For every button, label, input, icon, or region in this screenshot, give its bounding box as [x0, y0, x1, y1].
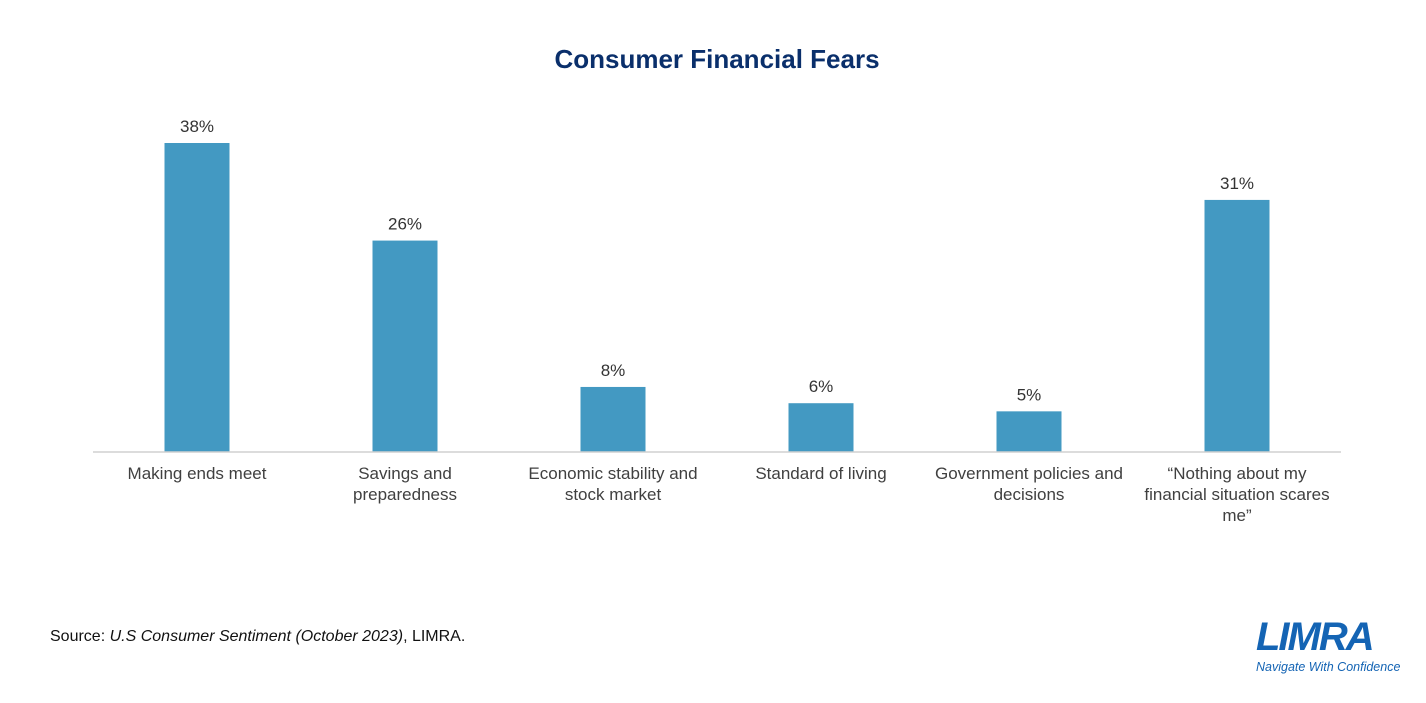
bar-1: [372, 240, 438, 452]
category-label-3: Standard of living: [755, 464, 886, 483]
category-label-0: Making ends meet: [128, 464, 267, 483]
bar-value-label-5: 31%: [1220, 174, 1254, 193]
category-label-2: Economic stability and stock market: [528, 464, 697, 504]
bar-value-label-1: 26%: [388, 215, 422, 234]
bars-group: [164, 143, 1270, 452]
category-label-5: “Nothing about my financial situation sca…: [1144, 464, 1329, 525]
bar-value-label-2: 8%: [601, 361, 626, 380]
category-label-4: Government policies and decisions: [935, 464, 1123, 504]
logo-wordmark: LIMRA: [1256, 615, 1375, 659]
source-suffix: , LIMRA.: [403, 628, 466, 645]
category-label-1: Savings and preparedness: [353, 464, 457, 504]
bar-2: [580, 386, 646, 452]
source-title: U.S Consumer Sentiment (October 2023): [109, 628, 404, 645]
bar-3: [788, 403, 854, 452]
source-prefix: Source:: [50, 628, 110, 645]
bar-value-label-0: 38%: [180, 117, 214, 136]
bar-0: [164, 143, 230, 452]
bar-4: [996, 411, 1062, 452]
limra-logo: LIMRA Navigate With Confidence: [1254, 615, 1401, 679]
source-note: Source: U.S Consumer Sentiment (October …: [50, 628, 465, 646]
chart-title: Consumer Financial Fears: [554, 44, 880, 74]
bar-5: [1204, 199, 1270, 452]
bar-value-label-4: 5%: [1017, 385, 1042, 404]
category-labels-group: Making ends meet Savings and preparedness E…: [128, 464, 1330, 525]
bar-value-label-3: 6%: [809, 377, 834, 396]
labels-group: 38% 26% 8% 6% 5% 31%: [180, 117, 1254, 404]
logo-tagline: Navigate With Confidence: [1256, 660, 1401, 674]
